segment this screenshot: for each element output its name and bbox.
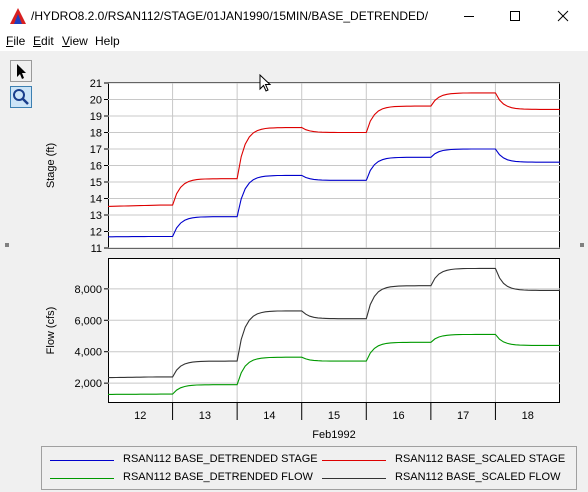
y-tick-label: 8,000 xyxy=(74,284,102,296)
y-tick-label: 18 xyxy=(90,128,102,140)
y-axis-label: Flow (cfs) xyxy=(45,307,57,355)
legend-swatch xyxy=(50,460,114,461)
flow-plot-area[interactable] xyxy=(108,258,560,403)
y-tick-label: 20 xyxy=(90,95,102,107)
maximize-icon xyxy=(510,11,520,21)
y-tick-label: 2,000 xyxy=(74,378,102,390)
window-title: /HYDRO8.2.0/RSAN112/STAGE/01JAN1990/15MI… xyxy=(31,9,429,23)
y-tick-label: 11 xyxy=(91,243,102,255)
arrow-pointer-icon xyxy=(17,64,26,79)
x-tick-label: 16 xyxy=(392,410,404,422)
resize-handle[interactable] xyxy=(580,243,584,247)
close-button[interactable] xyxy=(540,0,586,32)
y-tick-label: 14 xyxy=(90,194,102,206)
zoom-tool-button[interactable] xyxy=(10,86,32,108)
series-line-scaled xyxy=(108,267,560,379)
y-tick-label: 4,000 xyxy=(74,347,102,359)
menu-bar: File Edit View Help xyxy=(0,32,588,51)
y-axis-label: Stage (ft) xyxy=(45,143,57,188)
minimize-button[interactable] xyxy=(446,0,492,32)
menu-edit[interactable]: Edit xyxy=(33,34,54,48)
y-tick-label: 21 xyxy=(90,78,102,90)
legend[interactable]: RSAN112 BASE_DETRENDED STAGE RSAN112 BAS… xyxy=(41,446,577,490)
x-tick-label: 14 xyxy=(263,410,275,422)
legend-swatch xyxy=(322,460,386,461)
title-bar[interactable]: /HYDRO8.2.0/RSAN112/STAGE/01JAN1990/15MI… xyxy=(0,0,588,32)
series-line-detrended xyxy=(108,148,560,238)
x-tick-label: 13 xyxy=(199,410,211,422)
menu-help[interactable]: Help xyxy=(95,34,120,48)
y-tick-label: 12 xyxy=(90,227,102,239)
legend-swatch xyxy=(322,478,386,479)
y-tick-label: 17 xyxy=(90,144,102,156)
resize-handle[interactable] xyxy=(5,243,9,247)
y-tick-label: 19 xyxy=(90,111,102,123)
x-tick-label: 17 xyxy=(457,410,469,422)
menu-view[interactable]: View xyxy=(62,34,88,48)
minimize-icon xyxy=(464,16,474,17)
y-tick-label: 15 xyxy=(90,177,102,189)
legend-swatch xyxy=(50,478,114,479)
y-tick-label: 6,000 xyxy=(74,315,102,327)
x-axis-label: Feb1992 xyxy=(312,429,355,441)
pointer-tool-button[interactable] xyxy=(10,60,32,82)
series-line-detrended xyxy=(108,333,560,395)
y-tick-label: 13 xyxy=(90,210,102,222)
magnifier-zoom-icon xyxy=(13,89,29,105)
x-tick-label: 15 xyxy=(328,410,340,422)
x-tick-label: 12 xyxy=(134,410,146,422)
hec-dss-triangle-icon xyxy=(10,8,26,24)
close-icon xyxy=(557,10,569,22)
mouse-cursor-icon xyxy=(259,74,272,92)
maximize-button[interactable] xyxy=(492,0,538,32)
series-line-scaled xyxy=(107,92,560,207)
x-tick-label: 18 xyxy=(522,410,534,422)
y-tick-label: 16 xyxy=(90,161,102,173)
menu-file[interactable]: File xyxy=(6,34,26,48)
